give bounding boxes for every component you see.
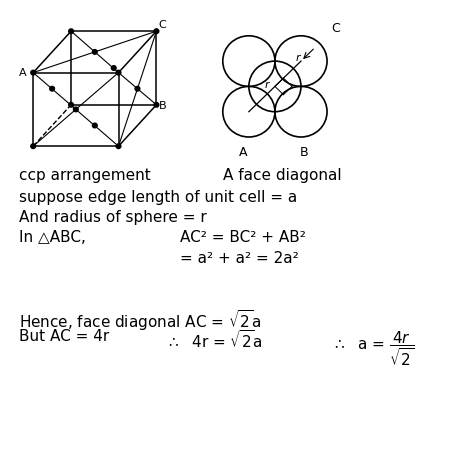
Circle shape xyxy=(154,30,159,34)
Text: $\therefore$  4r = $\sqrt{2}$a: $\therefore$ 4r = $\sqrt{2}$a xyxy=(166,328,263,350)
Text: C: C xyxy=(331,22,339,34)
Text: AC² = BC² + AB²: AC² = BC² + AB² xyxy=(180,230,306,245)
Circle shape xyxy=(154,103,159,108)
Text: = a² + a² = 2a²: = a² + a² = 2a² xyxy=(180,250,299,265)
Text: In △ABC,: In △ABC, xyxy=(19,230,86,245)
Circle shape xyxy=(135,87,140,92)
Circle shape xyxy=(69,30,73,34)
Text: B: B xyxy=(159,101,166,111)
Text: But AC = 4r: But AC = 4r xyxy=(19,328,109,343)
Circle shape xyxy=(116,71,121,76)
Text: C: C xyxy=(159,20,166,30)
Text: A: A xyxy=(18,67,26,78)
Circle shape xyxy=(116,145,121,149)
Text: A: A xyxy=(239,146,248,159)
Text: r: r xyxy=(296,53,301,63)
Text: And radius of sphere = r: And radius of sphere = r xyxy=(19,210,207,225)
Circle shape xyxy=(50,87,55,92)
Circle shape xyxy=(31,145,36,149)
Text: suppose edge length of unit cell = a: suppose edge length of unit cell = a xyxy=(19,190,297,205)
Circle shape xyxy=(31,71,36,76)
Circle shape xyxy=(69,103,73,108)
Text: $\therefore$  a = $\dfrac{4r}{\sqrt{2}}$: $\therefore$ a = $\dfrac{4r}{\sqrt{2}}$ xyxy=(332,328,414,367)
Circle shape xyxy=(73,108,78,112)
Circle shape xyxy=(111,67,116,71)
Text: B: B xyxy=(299,146,308,159)
Text: r: r xyxy=(265,80,269,90)
Text: Hence, face diagonal AC = $\sqrt{2}$a: Hence, face diagonal AC = $\sqrt{2}$a xyxy=(19,308,261,332)
Text: ccp arrangement: ccp arrangement xyxy=(19,168,151,183)
Circle shape xyxy=(92,50,97,55)
Text: A face diagonal: A face diagonal xyxy=(223,168,341,183)
Circle shape xyxy=(92,124,97,129)
